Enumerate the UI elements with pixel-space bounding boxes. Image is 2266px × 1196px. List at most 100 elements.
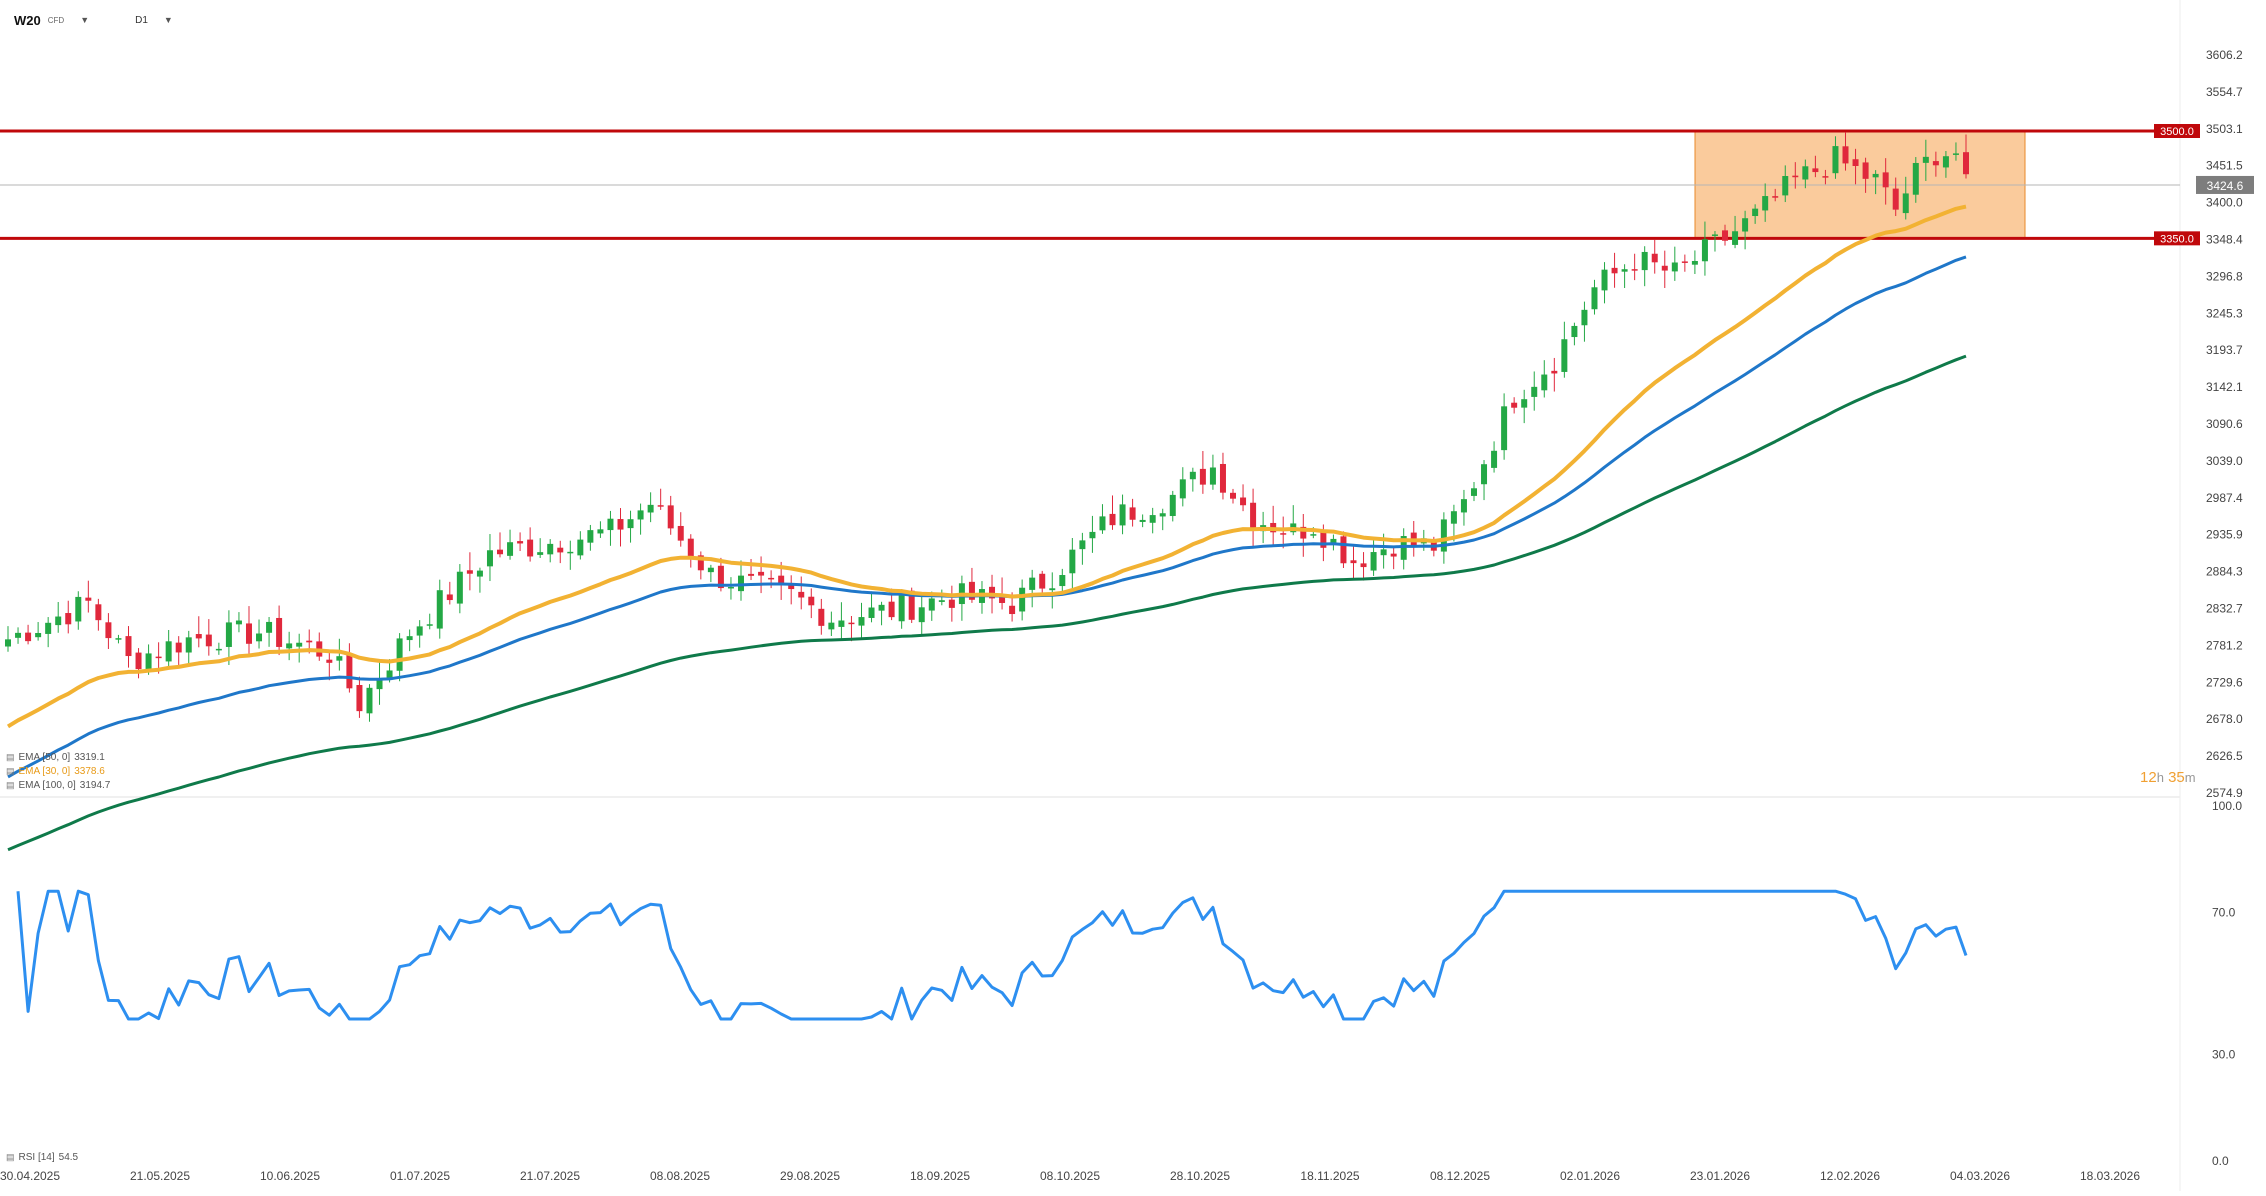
settings-icon[interactable]: ▤: [6, 1152, 15, 1162]
ema30-line: [6, 204, 1967, 729]
candle-body: [1039, 573, 1046, 589]
candle-body: [1842, 146, 1849, 164]
candle-body: [215, 648, 222, 651]
ema30-value: 3378.6: [74, 766, 105, 777]
settings-icon[interactable]: ▤: [6, 766, 15, 776]
candle-body: [557, 547, 564, 553]
candle-body: [1280, 533, 1287, 535]
candle-body: [45, 622, 52, 634]
candle-body: [155, 656, 162, 659]
candle-body: [587, 530, 594, 543]
countdown-minutes: 35: [2168, 769, 2185, 786]
legend-ema30[interactable]: ▤ EMA [30, 0] 3378.6: [6, 766, 105, 777]
candle-body: [1390, 553, 1397, 557]
candle-body: [1963, 152, 1969, 175]
price-tick-label: 2626.5: [2206, 749, 2243, 763]
candle-body: [1069, 549, 1076, 574]
candle-body: [1009, 605, 1016, 615]
candle-body: [1671, 262, 1678, 272]
candle-body: [1089, 531, 1096, 539]
rsi-value: 54.5: [58, 1152, 79, 1163]
candle-body: [446, 594, 453, 601]
candle-body: [1470, 488, 1477, 496]
candle-body: [637, 510, 644, 520]
candle-body: [1460, 499, 1467, 513]
candle-body: [1591, 287, 1598, 310]
legend-rsi[interactable]: ▤ RSI [14] 54.5: [6, 1152, 78, 1163]
candle-body: [1400, 536, 1407, 560]
candle-body: [707, 567, 714, 573]
date-tick-label: 04.03.2026: [1950, 1169, 2010, 1183]
candle-body: [1641, 251, 1648, 271]
candle-body: [1902, 193, 1909, 214]
legend-ema100[interactable]: ▤ EMA [100, 0] 3194.7: [6, 780, 110, 791]
level-price-tag: [2154, 231, 2200, 246]
candle-body: [818, 608, 825, 626]
candle-body: [85, 597, 92, 601]
candle-body: [1119, 504, 1126, 526]
candle-body: [617, 519, 624, 530]
date-tick-label: 23.01.2026: [1690, 1169, 1750, 1183]
candle-body: [1571, 325, 1578, 338]
candle-body: [1711, 234, 1718, 236]
candle-body: [567, 551, 574, 554]
candle-body: [1812, 168, 1819, 173]
candle-body: [1350, 560, 1357, 564]
candle-body: [1852, 159, 1859, 166]
settings-icon[interactable]: ▤: [6, 780, 15, 790]
candle-body: [727, 586, 734, 589]
candle-body: [697, 555, 704, 571]
current-price-label: 3424.6: [2207, 179, 2244, 193]
candle-body: [838, 620, 845, 627]
date-tick-label: 18.09.2025: [910, 1169, 970, 1183]
current-price-tag: [2196, 175, 2254, 194]
candle-body: [165, 641, 172, 662]
candle-body: [235, 620, 242, 625]
price-tick-label: 3039.0: [2206, 454, 2243, 468]
candle-body: [1230, 492, 1237, 499]
candle-body: [406, 636, 413, 641]
candle-body: [687, 538, 694, 558]
candle-body: [1029, 577, 1036, 590]
countdown-hours: 12: [2140, 769, 2157, 786]
candle-body: [125, 636, 132, 657]
timeframe-dropdown-icon[interactable]: ▼: [163, 15, 173, 25]
date-tick-label: 30.04.2025: [0, 1169, 60, 1183]
symbol-dropdown-icon[interactable]: ▼: [80, 15, 90, 25]
rsi-label: RSI [14]: [18, 1152, 55, 1163]
candle-body: [667, 505, 674, 529]
candle-body: [1832, 146, 1839, 174]
candle-body: [888, 601, 895, 618]
candle-body: [1561, 339, 1568, 372]
candle-body: [1621, 269, 1628, 272]
settings-icon[interactable]: ▤: [6, 752, 15, 762]
rsi-tick-label: 0.0: [2212, 1154, 2229, 1168]
candle-body: [486, 550, 493, 567]
candle-body: [1109, 513, 1116, 526]
date-tick-label: 01.07.2025: [390, 1169, 450, 1183]
timeframe-label[interactable]: D1: [135, 14, 148, 26]
candle-body: [5, 639, 11, 647]
price-tick-label: 2781.2: [2206, 638, 2243, 652]
ema30-label: EMA [30, 0]: [18, 766, 71, 777]
ema100-value: 3194.7: [79, 780, 111, 791]
legend-ema50[interactable]: ▤ EMA [50, 0] 3319.1: [6, 752, 105, 763]
candle-body: [25, 632, 32, 642]
level-price-label: 3350.0: [2160, 233, 2194, 245]
candle-body: [737, 575, 744, 592]
candle-body: [356, 685, 363, 712]
symbol-label[interactable]: W20: [14, 12, 41, 28]
candle-body: [497, 549, 504, 555]
candle-body: [1932, 161, 1939, 166]
candle-body: [908, 590, 915, 620]
countdown-minutes-unit: m: [2184, 770, 2196, 785]
candle-body: [1631, 269, 1638, 271]
level-price-tag: [2154, 123, 2200, 138]
candle-body: [1491, 450, 1498, 468]
candle-body: [677, 525, 684, 541]
candle-body: [1732, 231, 1739, 245]
candle-body: [65, 613, 72, 625]
candle-body: [1551, 370, 1558, 374]
